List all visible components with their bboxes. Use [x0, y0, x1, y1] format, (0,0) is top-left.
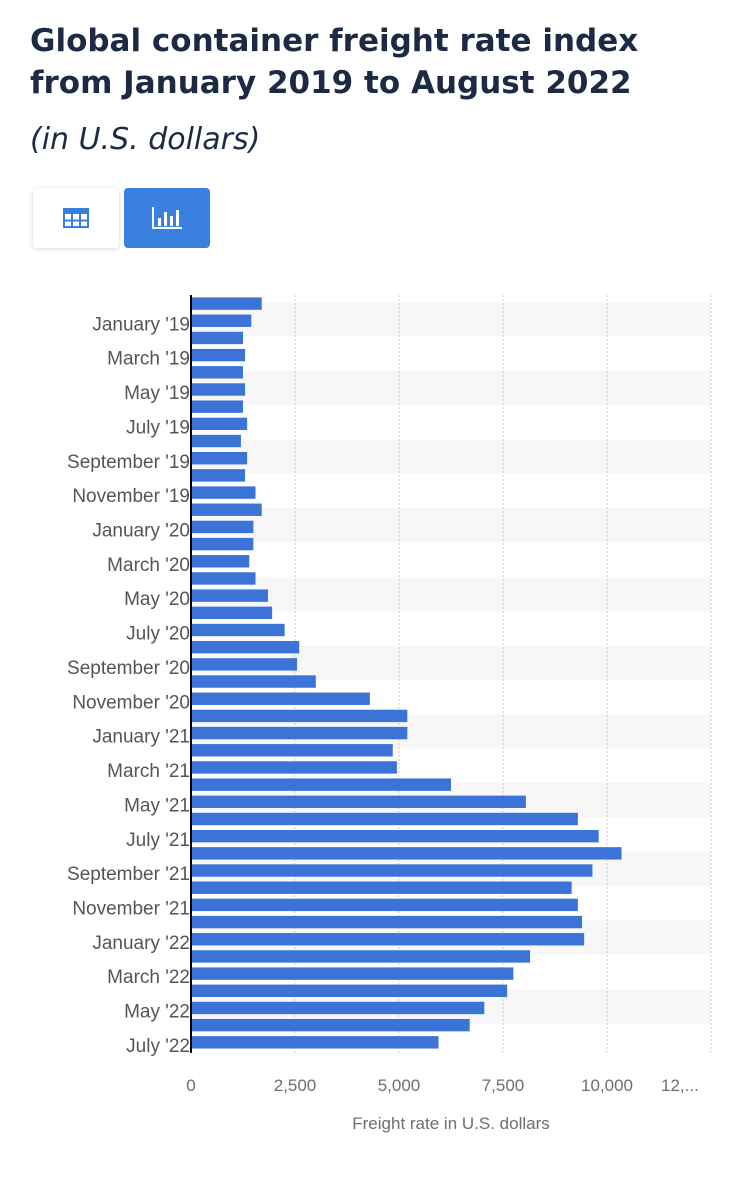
- bar: [191, 726, 408, 740]
- bar: [191, 640, 300, 654]
- bar: [191, 555, 250, 568]
- y-tick-label: January '19: [92, 314, 190, 335]
- y-tick-label: March '22: [107, 967, 190, 988]
- bar: [191, 984, 508, 997]
- x-tick-label: 12,...: [661, 1076, 699, 1095]
- bar: [191, 692, 370, 705]
- y-tick-label: November '21: [72, 898, 190, 919]
- bar: [191, 898, 578, 912]
- bar: [191, 400, 243, 413]
- bar: [191, 314, 252, 327]
- bar: [191, 915, 583, 929]
- y-tick-label: January '21: [92, 727, 190, 748]
- row-band: [191, 302, 711, 337]
- x-axis-title: Freight rate in U.S. dollars: [352, 1114, 549, 1133]
- y-tick-label: May '22: [124, 1002, 190, 1023]
- bar: [191, 434, 241, 448]
- bar: [191, 933, 585, 946]
- bar: [191, 606, 273, 620]
- bar: [191, 675, 316, 688]
- bar: [191, 383, 246, 396]
- bar: [191, 520, 254, 534]
- bar: [191, 486, 256, 499]
- bar: [191, 623, 285, 637]
- bar-chart-icon: [152, 207, 182, 229]
- bar: [191, 452, 248, 465]
- y-tick-label: May '21: [124, 795, 190, 816]
- bar: [191, 778, 451, 791]
- bar: [191, 503, 262, 516]
- y-tick-label: November '19: [72, 486, 190, 507]
- bar: [191, 881, 572, 894]
- bar: [191, 1036, 439, 1049]
- bar: [191, 864, 593, 877]
- bar: [191, 744, 393, 757]
- x-tick-label: 5,000: [378, 1076, 421, 1095]
- bar: [191, 761, 397, 774]
- row-band: [191, 576, 711, 612]
- row-band: [191, 508, 711, 543]
- row-band: [191, 370, 711, 406]
- y-tick-label: September '19: [67, 452, 190, 473]
- y-tick-label: March '20: [107, 555, 190, 576]
- freight-rate-chart: January '19 March '19 May '19 July '19 Septe…: [67, 295, 712, 1133]
- y-tick-label: January '20: [92, 521, 190, 542]
- chart-subtitle: (in U.S. dollars): [30, 122, 261, 157]
- bar: [191, 589, 268, 602]
- bar: [191, 795, 526, 809]
- y-tick-label: July '22: [126, 1036, 190, 1057]
- bar: [191, 847, 622, 860]
- table-view-button[interactable]: [33, 188, 119, 248]
- bar: [191, 537, 254, 551]
- y-tick-label: September '21: [67, 864, 190, 885]
- bar: [191, 709, 408, 723]
- bar: [191, 967, 514, 980]
- x-tick-label: 0: [186, 1076, 195, 1095]
- y-tick-label: September '20: [67, 658, 190, 679]
- bar: [191, 1001, 485, 1015]
- bar: [191, 297, 262, 310]
- bar: [191, 366, 243, 379]
- y-tick-label: January '22: [92, 933, 190, 954]
- bar: [191, 331, 243, 345]
- y-tick-label: May '19: [124, 383, 190, 404]
- y-tick-label: May '20: [124, 589, 190, 610]
- y-tick-label: March '19: [107, 349, 190, 370]
- bar: [191, 417, 248, 431]
- y-tick-label: July '20: [126, 624, 190, 645]
- bar: [191, 829, 599, 843]
- bar: [191, 572, 256, 585]
- bar: [191, 812, 578, 826]
- x-tick-label: 10,000: [581, 1076, 633, 1095]
- chart-view-button[interactable]: [124, 188, 210, 248]
- bar: [191, 469, 246, 482]
- bar: [191, 950, 531, 963]
- table-grid-icon: [63, 208, 89, 228]
- y-tick-label: March '21: [107, 761, 190, 782]
- y-tick-label: July '21: [126, 830, 190, 851]
- bar: [191, 348, 246, 362]
- bar: [191, 1018, 470, 1032]
- y-tick-label: July '19: [126, 417, 190, 438]
- x-tick-label: 7,500: [482, 1076, 525, 1095]
- x-tick-label: 2,500: [274, 1076, 317, 1095]
- bar: [191, 658, 298, 671]
- y-tick-label: November '20: [72, 692, 190, 713]
- row-band: [191, 439, 711, 474]
- chart-title: Global container freight rate index from…: [30, 23, 639, 101]
